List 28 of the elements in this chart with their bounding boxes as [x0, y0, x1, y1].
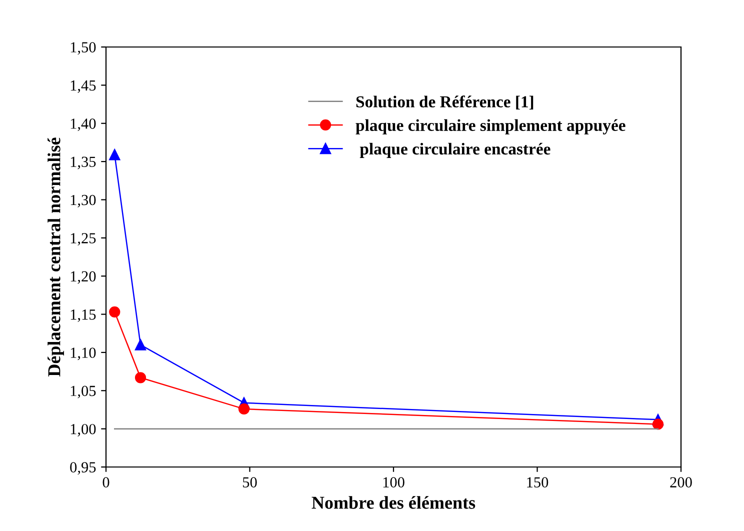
x-tick-label: 150: [527, 477, 548, 488]
y-tick-label: 1,00: [70, 424, 96, 436]
y-tick-label: 0,95: [70, 462, 96, 475]
y-tick-label: 1,45: [70, 80, 96, 93]
y-tick-label: 1,05: [70, 386, 96, 398]
y-tick-label: 1,15: [70, 309, 96, 322]
point: [652, 418, 664, 430]
y-tick-label: 1,50: [70, 42, 96, 55]
point: [238, 403, 250, 415]
point: [109, 306, 120, 318]
point: [134, 339, 146, 350]
legend-label: plaque circulaire simplement appuyée: [356, 119, 626, 134]
x-tick-label: 100: [383, 477, 404, 488]
y-tick-label: 1,40: [70, 118, 96, 132]
y-tick-label: 1,10: [70, 348, 96, 360]
y-tick-label: 1,35: [70, 156, 96, 170]
x-tick-label: 200: [670, 477, 692, 488]
legend-label: Solution de Référence [1]: [356, 96, 534, 110]
point: [109, 149, 120, 160]
x-tick-label: 0: [102, 477, 110, 488]
y-tick-label: 1,20: [70, 271, 96, 284]
y-tick-label: 1,30: [70, 194, 96, 208]
x-axis-title: Nombre des éléments: [312, 496, 476, 509]
point: [134, 372, 146, 384]
y-axis-title: Déplacement central normalisé: [48, 138, 64, 377]
y-tick-label: 1,25: [70, 233, 96, 246]
x-tick-label: 50: [243, 477, 257, 488]
legend-label: plaque circulaire encastrée: [360, 142, 550, 158]
